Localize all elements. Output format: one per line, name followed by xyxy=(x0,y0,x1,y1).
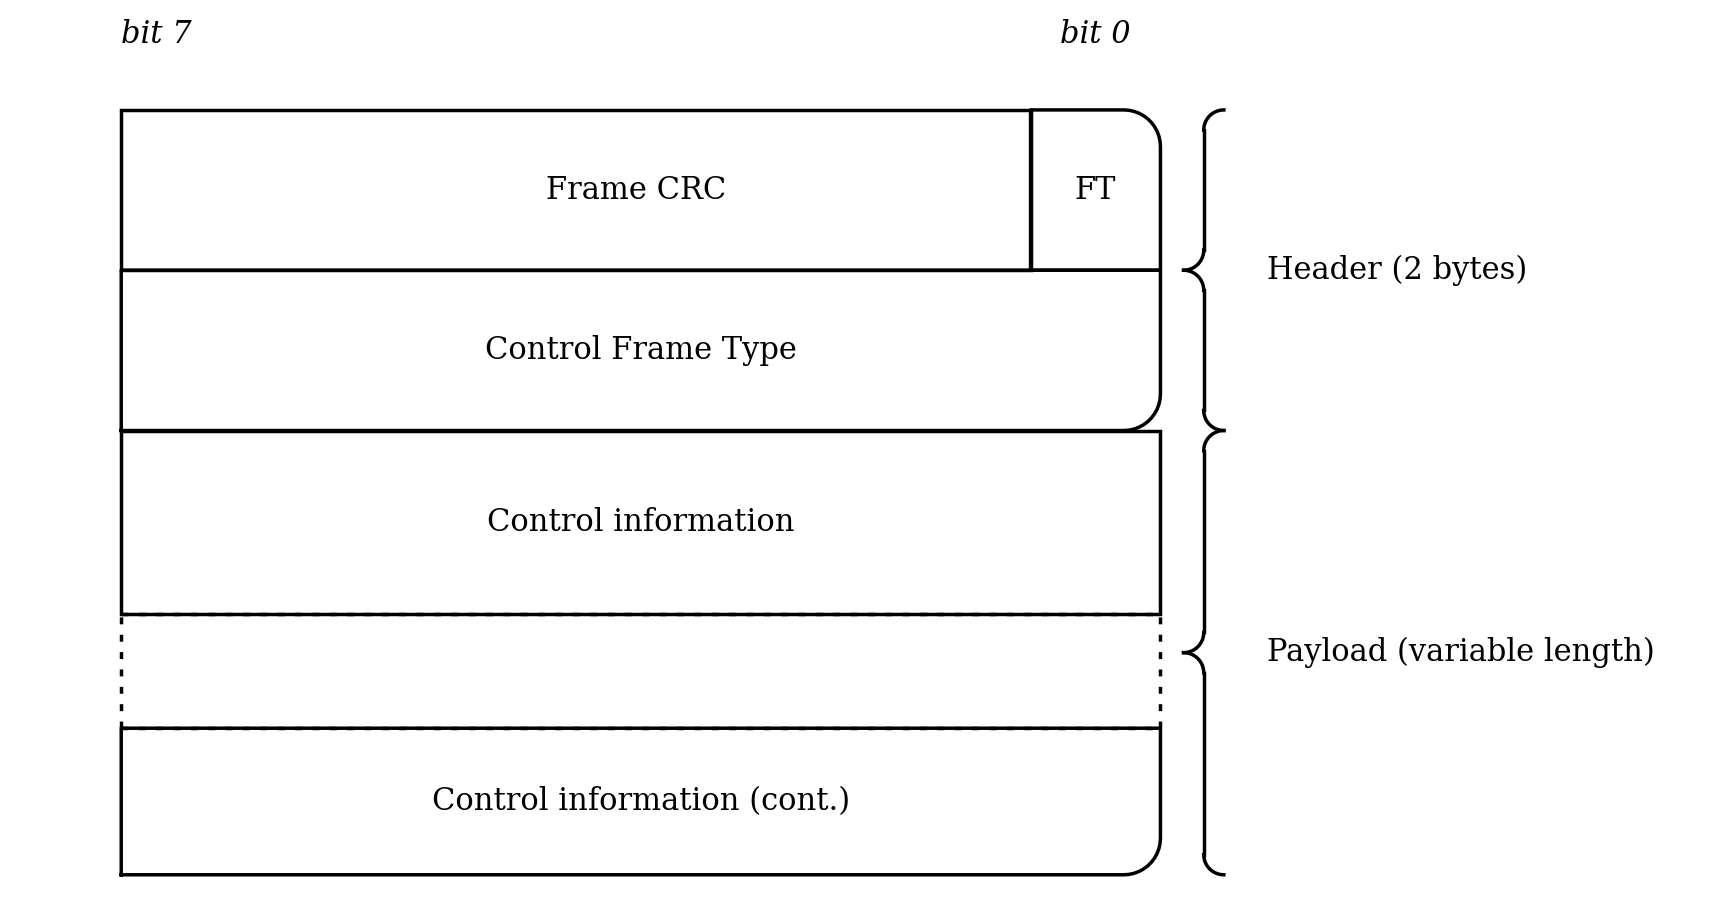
Text: Control Frame Type: Control Frame Type xyxy=(485,335,797,365)
Polygon shape xyxy=(1031,110,1160,270)
Text: Frame CRC: Frame CRC xyxy=(546,175,727,205)
Polygon shape xyxy=(121,270,1160,431)
Text: Control information (cont.): Control information (cont.) xyxy=(431,786,850,817)
Text: Header (2 bytes): Header (2 bytes) xyxy=(1268,255,1528,286)
Polygon shape xyxy=(121,728,1160,875)
Text: FT: FT xyxy=(1076,175,1115,205)
Text: bit 7: bit 7 xyxy=(121,19,192,50)
Text: bit 0: bit 0 xyxy=(1060,19,1131,50)
FancyBboxPatch shape xyxy=(121,431,1160,614)
FancyBboxPatch shape xyxy=(121,110,1031,270)
Text: Payload (variable length): Payload (variable length) xyxy=(1268,637,1656,669)
Text: Control information: Control information xyxy=(487,507,795,538)
